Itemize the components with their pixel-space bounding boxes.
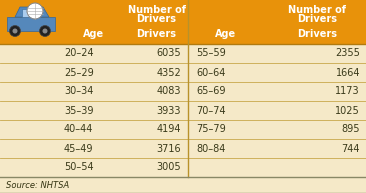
- Polygon shape: [15, 7, 49, 17]
- Text: 25–29: 25–29: [64, 68, 94, 78]
- Text: 2355: 2355: [335, 48, 360, 58]
- Text: Source: NHTSA: Source: NHTSA: [6, 180, 69, 190]
- Text: 3716: 3716: [156, 144, 181, 153]
- Text: 744: 744: [341, 144, 360, 153]
- Text: 3933: 3933: [157, 106, 181, 115]
- Bar: [0, 0, 366, 44]
- Text: Drivers: Drivers: [297, 29, 337, 39]
- Text: 4352: 4352: [156, 68, 181, 78]
- Bar: [0, 177, 366, 193]
- Text: 35–39: 35–39: [64, 106, 93, 115]
- Text: 30–34: 30–34: [64, 86, 93, 96]
- Text: 45–49: 45–49: [64, 144, 93, 153]
- Bar: [7, 17, 55, 31]
- Text: 4194: 4194: [157, 124, 181, 135]
- Text: Age: Age: [216, 29, 236, 39]
- Text: 60–64: 60–64: [196, 68, 225, 78]
- Text: Drivers: Drivers: [137, 29, 176, 39]
- Text: 65–69: 65–69: [196, 86, 225, 96]
- Circle shape: [42, 29, 48, 34]
- Text: 20–24: 20–24: [64, 48, 94, 58]
- Text: 75–79: 75–79: [196, 124, 226, 135]
- Text: 80–84: 80–84: [196, 144, 225, 153]
- Text: Drivers: Drivers: [297, 14, 337, 24]
- Text: 55–59: 55–59: [196, 48, 226, 58]
- Text: Age: Age: [83, 29, 105, 39]
- Bar: [22, 9, 32, 17]
- Circle shape: [10, 25, 20, 36]
- Circle shape: [27, 3, 43, 19]
- Text: 895: 895: [341, 124, 360, 135]
- Text: 1173: 1173: [335, 86, 360, 96]
- Text: 3005: 3005: [156, 163, 181, 173]
- Text: 1664: 1664: [336, 68, 360, 78]
- Text: Number of: Number of: [127, 5, 186, 15]
- Text: 6035: 6035: [156, 48, 181, 58]
- Text: 70–74: 70–74: [196, 106, 225, 115]
- Text: 50–54: 50–54: [64, 163, 94, 173]
- Circle shape: [40, 25, 51, 36]
- Text: 1025: 1025: [335, 106, 360, 115]
- Bar: [0, 44, 366, 193]
- Text: Drivers: Drivers: [137, 14, 176, 24]
- Text: 40–44: 40–44: [64, 124, 93, 135]
- Circle shape: [12, 29, 18, 34]
- Text: 4083: 4083: [157, 86, 181, 96]
- Text: Number of: Number of: [288, 5, 346, 15]
